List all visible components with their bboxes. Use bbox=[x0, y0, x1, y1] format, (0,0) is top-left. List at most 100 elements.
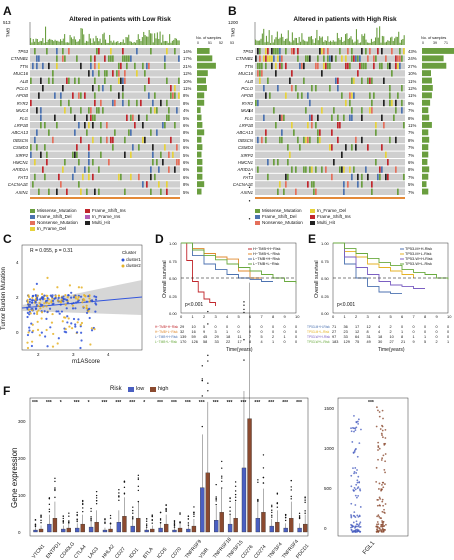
onco-cell-A bbox=[112, 137, 114, 143]
box-low bbox=[61, 529, 65, 532]
onco-side-bar-B bbox=[422, 129, 428, 135]
onco-side-bar-B bbox=[422, 122, 432, 128]
risk-cell-E: 0 bbox=[413, 330, 415, 334]
onco-gene-B: CSMD3 bbox=[227, 145, 253, 150]
fgl1-point bbox=[381, 501, 383, 503]
onco-cell-B bbox=[297, 55, 299, 61]
tmb-bar-A bbox=[147, 37, 148, 45]
scatter-point bbox=[26, 342, 28, 344]
onco-cell-B bbox=[373, 55, 375, 61]
onco-cell-B bbox=[277, 55, 279, 61]
risk-cell-D: 2 bbox=[272, 335, 274, 339]
km-legend-D: L−TMB+H−Risk bbox=[253, 257, 280, 261]
onco-row-bg-B bbox=[255, 100, 405, 106]
fgl1-point bbox=[385, 503, 387, 505]
legend-swatch bbox=[85, 209, 90, 213]
box-significance: *** bbox=[74, 400, 80, 406]
box-outlier bbox=[124, 487, 125, 488]
scatter-legend-2: cluster2 bbox=[126, 263, 141, 268]
onco-cell-B bbox=[261, 63, 263, 69]
box-outlier bbox=[291, 489, 292, 490]
onco-cell-B bbox=[373, 92, 375, 98]
onco-cell-B bbox=[331, 129, 333, 135]
tmb-bar-A bbox=[168, 43, 169, 45]
onco-cell-B bbox=[259, 55, 261, 61]
fgl1-point bbox=[378, 488, 380, 490]
fgl1-point bbox=[383, 525, 385, 527]
onco-cell-A bbox=[84, 166, 86, 172]
km-xtick-D: 5 bbox=[238, 314, 240, 319]
tmb-bar-A bbox=[30, 38, 31, 45]
onco-cell-A bbox=[148, 63, 150, 69]
fgl1-point bbox=[384, 483, 386, 485]
fgl1-point bbox=[377, 449, 379, 451]
onco-side-bar-A bbox=[197, 174, 202, 180]
onco-cell-B bbox=[321, 70, 323, 76]
onco-cell-B bbox=[279, 55, 281, 61]
scatter-point bbox=[70, 322, 72, 324]
scatter-point bbox=[86, 312, 88, 314]
scatter-point bbox=[52, 346, 54, 348]
onco-cell-B bbox=[317, 115, 319, 121]
tmb-bar-B bbox=[316, 30, 317, 45]
onco-cell-A bbox=[150, 48, 152, 54]
onco-cell-B bbox=[279, 48, 281, 54]
km-legend-D: L−TMB+L−Risk bbox=[253, 262, 279, 266]
risk-label-D: H−TMB+H−Risk bbox=[155, 325, 181, 329]
onco-cell-B bbox=[399, 63, 401, 69]
onco-cell-B bbox=[339, 122, 341, 128]
onco-side-bar-A bbox=[197, 92, 204, 98]
onco-cell-A bbox=[152, 159, 154, 165]
risk-cell-D: 0 bbox=[261, 330, 263, 334]
risk-cell-E: 31 bbox=[367, 335, 371, 339]
box-outlier bbox=[207, 323, 208, 324]
km-xtick-E: 6 bbox=[401, 314, 403, 319]
onco-side-bar-B bbox=[422, 63, 446, 69]
fgl1-point bbox=[381, 525, 383, 527]
fgl1-point bbox=[384, 460, 386, 462]
tmb-bar-B bbox=[307, 41, 308, 45]
onco-cell-A bbox=[142, 122, 144, 128]
onco-cell-A bbox=[80, 189, 82, 195]
tmb-bar-A bbox=[40, 41, 41, 45]
box-outlier bbox=[174, 524, 175, 525]
tmb-bar-B bbox=[370, 43, 371, 45]
box-outlier bbox=[63, 520, 64, 521]
box-outlier bbox=[118, 492, 119, 493]
km-xtick-D: 7 bbox=[261, 314, 263, 319]
fgl1-point bbox=[377, 499, 379, 501]
scatter-point bbox=[35, 301, 37, 303]
scatter-point bbox=[31, 341, 33, 343]
scatter-point bbox=[46, 329, 48, 331]
onco-cell-A bbox=[34, 159, 36, 165]
tmb-bar-A bbox=[34, 42, 35, 45]
tmb-bar-A bbox=[70, 35, 71, 45]
box-outlier bbox=[138, 479, 139, 480]
top-tick-A: 52 bbox=[219, 41, 223, 45]
risk-cell-E: 36 bbox=[344, 325, 348, 329]
onco-cell-A bbox=[166, 100, 168, 106]
onco-legend-item-A: In_Frame_Del bbox=[30, 226, 66, 231]
onco-cell-A bbox=[122, 85, 124, 91]
tmb-bar-B bbox=[258, 41, 259, 45]
km-ytick-D: 0.75 bbox=[169, 259, 177, 264]
onco-cell-B bbox=[365, 166, 367, 172]
box-significance: *** bbox=[254, 400, 260, 406]
risk-cell-D: 9 bbox=[203, 330, 205, 334]
tmb-bar-B bbox=[378, 38, 379, 45]
box-outlier bbox=[277, 492, 278, 493]
onco-cell-A bbox=[76, 144, 78, 150]
onco-cell-A bbox=[156, 159, 158, 165]
onco-cell-B bbox=[315, 166, 317, 172]
onco-cell-B bbox=[315, 189, 317, 195]
onco-cell-B bbox=[357, 55, 359, 61]
onco-cell-A bbox=[92, 159, 94, 165]
risk-cell-E: 10 bbox=[390, 335, 394, 339]
onco-gene-B: TP53 bbox=[227, 49, 253, 54]
onco-cell-A bbox=[94, 78, 96, 84]
onco-cell-B bbox=[291, 122, 293, 128]
onco-cell-B bbox=[275, 63, 277, 69]
onco-cell-A bbox=[164, 144, 166, 150]
box-outlier bbox=[160, 512, 161, 513]
fgl1-point bbox=[355, 489, 357, 491]
